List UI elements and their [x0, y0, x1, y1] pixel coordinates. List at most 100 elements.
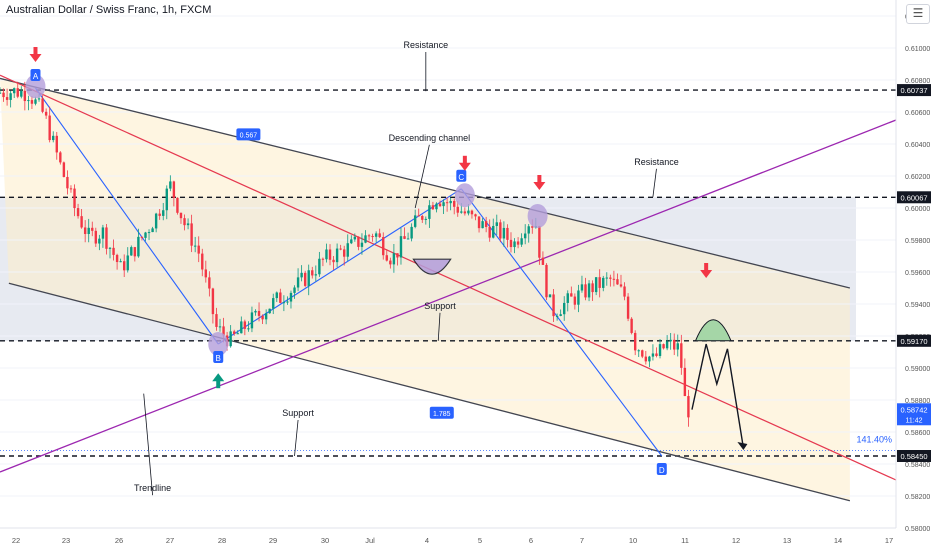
candle-body [442, 202, 445, 207]
annotation-pointer [143, 393, 153, 496]
point-label-bg [656, 463, 667, 475]
candle-body [222, 326, 225, 336]
candle-body [509, 239, 513, 248]
x-tick-label: 4 [425, 536, 429, 545]
candle-body [538, 225, 541, 258]
candle-body [122, 261, 126, 271]
candle-body [154, 213, 158, 229]
candle-body [591, 283, 594, 293]
annotation-text: Trendline [134, 483, 171, 493]
x-tick-label: 14 [834, 536, 842, 545]
arrow-head [533, 182, 546, 190]
point-label-bg [456, 169, 467, 182]
candle-body [193, 245, 197, 247]
candle-body [371, 236, 374, 238]
candle-body [396, 253, 399, 258]
candle-body [101, 227, 105, 239]
x-tick-label: 27 [166, 536, 174, 545]
y-tick-label: 0.59800 [905, 238, 930, 245]
candle-body [463, 211, 467, 214]
candle-body [268, 308, 271, 314]
candle-body [179, 212, 183, 219]
candle-body [669, 339, 672, 342]
candle-body [623, 286, 626, 297]
candle-body [321, 258, 325, 260]
candle-body [453, 200, 456, 207]
candle-body [229, 331, 232, 347]
candle-body [282, 302, 286, 304]
candle-body [626, 296, 630, 319]
candle-body [215, 314, 218, 327]
candle-body [413, 215, 417, 227]
candle-body [105, 227, 108, 249]
candle-body [492, 225, 495, 238]
x-tick-label: 29 [269, 536, 277, 545]
candle-body [630, 318, 633, 333]
candle-body [658, 344, 662, 356]
candle-body [495, 222, 498, 226]
y-tick-label: 0.58800 [905, 398, 930, 405]
candle-body [484, 221, 488, 227]
candles [0, 81, 690, 427]
x-tick-label: Jul [365, 536, 375, 545]
y-tick-label: 0.58400 [905, 462, 930, 469]
candle-body [66, 176, 69, 189]
y-tick-label: 0.60600 [905, 110, 930, 117]
annotation: Resistance [634, 157, 679, 197]
candle-body [662, 344, 665, 349]
annotation-pointer [652, 168, 657, 197]
candle-body [651, 353, 655, 357]
candle-body [428, 205, 431, 219]
candle-body [403, 236, 406, 239]
annotation: Support [282, 408, 314, 457]
price-level-tag: 0.60737 [897, 84, 931, 97]
candle-body [435, 203, 438, 210]
candle-body [23, 90, 27, 102]
candle-body [162, 210, 165, 216]
y-tick-label: 0.60400 [905, 142, 930, 149]
candle-body [83, 227, 87, 235]
candle-body [233, 331, 236, 334]
projection-path [691, 343, 745, 449]
candle-body [169, 181, 172, 189]
annotation: Resistance [404, 40, 448, 92]
channel-top-line [0, 77, 851, 289]
candle-body [616, 279, 619, 285]
price-level-tag: 0.60067 [897, 191, 931, 204]
annotation-pointer [437, 312, 441, 341]
fib-label-text: 1.785 [433, 411, 451, 418]
candle-body [406, 238, 410, 240]
candle-body [502, 227, 506, 239]
arrow-head [29, 54, 42, 62]
candle-body [399, 236, 403, 258]
candle-body [445, 202, 449, 204]
candle-body [76, 208, 80, 217]
candle-body [573, 296, 577, 305]
price-level-tag-bg [897, 191, 931, 204]
candle-body [250, 312, 254, 329]
candle-body [477, 216, 481, 229]
point-label-text: D [659, 466, 665, 475]
candle-body [456, 206, 459, 213]
candle-body [470, 210, 474, 215]
candle-body [94, 230, 98, 244]
point-label: A [30, 69, 41, 81]
candle-body [158, 213, 161, 216]
candle-body [389, 260, 392, 265]
candle-body [580, 284, 584, 291]
hamburger-menu-icon[interactable]: ☰ [906, 4, 930, 24]
candle-body [98, 238, 101, 244]
abcd-line [460, 188, 663, 457]
candle-body [644, 356, 648, 362]
candle-body [346, 243, 349, 257]
marker-circle [25, 74, 46, 99]
annotation-text: Support [424, 301, 456, 311]
candle-body [577, 290, 580, 305]
current-price-tag: 0.58742 11:42 [897, 403, 931, 426]
candle-body [130, 247, 133, 256]
candle-body [147, 232, 151, 234]
point-label-bg [213, 351, 224, 363]
candle-body [126, 255, 129, 271]
